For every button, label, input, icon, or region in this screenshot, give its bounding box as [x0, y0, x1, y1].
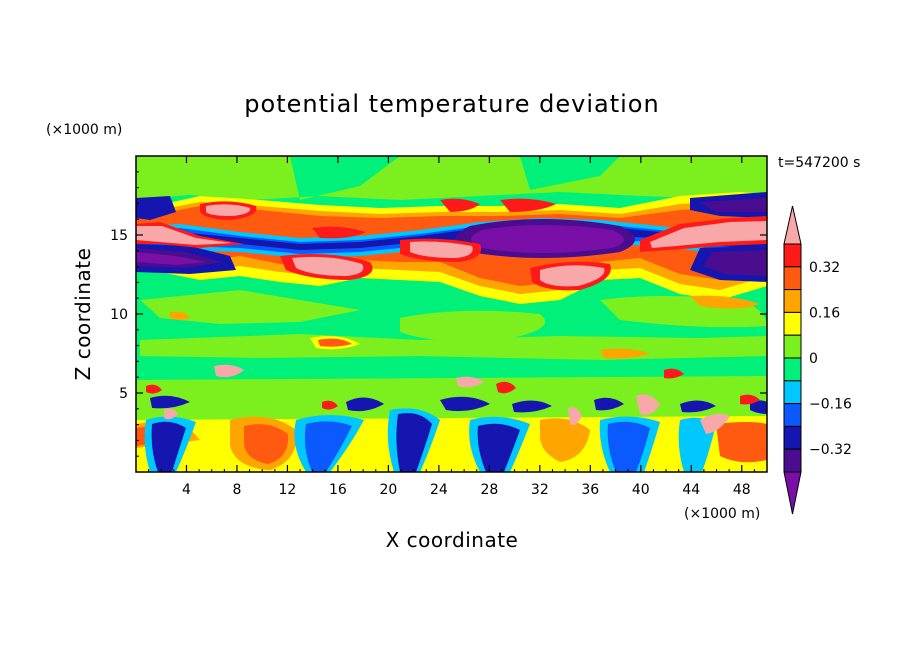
colorbar-box [783, 266, 802, 291]
contour-band [496, 381, 516, 394]
contour-band [456, 376, 484, 388]
x-tick-label: 24 [430, 482, 448, 498]
contour-band [440, 396, 490, 412]
chart-title: potential temperature deviation [244, 90, 659, 118]
contour-band [410, 241, 473, 258]
contour-band [170, 311, 190, 320]
contour-band [440, 198, 480, 212]
colorbar-box [783, 334, 802, 359]
contour-band [500, 198, 556, 212]
contour-band [607, 421, 650, 472]
y-tick-label: 5 [119, 386, 128, 402]
colorbar-box [783, 357, 802, 382]
contour-band [704, 250, 767, 276]
x-unit-label: (×1000 m) [684, 506, 760, 522]
colorbar-box [783, 311, 802, 336]
contour-band [322, 400, 338, 410]
contour-band [512, 400, 552, 413]
y-unit-label: (×1000 m) [46, 122, 122, 138]
x-tick-label: 32 [531, 482, 549, 498]
contour-band [594, 397, 624, 411]
x-tick-label: 40 [632, 482, 650, 498]
contour-band [680, 400, 716, 413]
x-tick-label: 16 [329, 482, 347, 498]
contour-band [636, 394, 660, 415]
colorbar-label: 0.32 [809, 260, 840, 276]
contour-band [151, 421, 186, 472]
x-tick-label: 20 [379, 482, 397, 498]
y-tick-label: 15 [110, 228, 128, 244]
contour-band [477, 423, 520, 472]
colorbar-label: −0.32 [809, 442, 852, 458]
contour-band [540, 265, 605, 287]
colorbar-box [783, 289, 802, 313]
contour-band [346, 397, 384, 412]
contour-band [312, 226, 366, 239]
contour-band [690, 295, 760, 309]
contour-band [664, 368, 684, 379]
contour-band [471, 225, 624, 253]
contour-band [600, 348, 650, 359]
contour-band [140, 290, 360, 324]
contour-band [650, 221, 767, 248]
contour-band [304, 421, 352, 472]
colorbar-extend-top [783, 205, 802, 245]
x-tick-label: 4 [182, 482, 191, 498]
y-axis-title: Z coordinate [71, 248, 95, 381]
x-tick-label: 12 [279, 482, 297, 498]
contour-band [136, 176, 240, 200]
x-tick-label: 44 [682, 482, 700, 498]
x-tick-label: 48 [733, 482, 751, 498]
contour-field [136, 156, 767, 472]
contour-band [136, 156, 767, 200]
y-axis-ticks: 5 10 15 [110, 171, 767, 457]
colorbar-box [783, 243, 802, 268]
contour-band [206, 204, 251, 216]
contour-band [568, 407, 582, 425]
x-tick-label: 28 [480, 482, 498, 498]
contour-band [214, 364, 244, 378]
contour-band [136, 196, 176, 220]
colorbar-box [783, 448, 802, 473]
colorbar-label: 0 [809, 351, 818, 367]
y-tick-label: 10 [110, 307, 128, 323]
colorbar-label: 0.16 [809, 305, 840, 321]
contour-band [740, 394, 760, 405]
contour-band [700, 413, 730, 434]
x-tick-label: 8 [232, 482, 241, 498]
contour-band [292, 256, 364, 276]
colorbar-extend-bottom [783, 471, 802, 515]
contour-band [540, 418, 590, 462]
contour-band [400, 310, 545, 341]
contour-band [700, 198, 767, 212]
colorbar-box [783, 380, 802, 405]
x-axis-ticks: 4 8 12 16 20 24 28 32 36 40 44 48 [148, 156, 755, 498]
contour-band [136, 252, 206, 265]
colorbar: 0.32 0.16 0 −0.16 −0.32 [783, 205, 852, 515]
contour-band [164, 408, 178, 420]
contour-band [150, 395, 190, 409]
contour-band [318, 338, 352, 347]
contour-band [750, 400, 767, 414]
x-axis-title: X coordinate [386, 528, 519, 552]
time-label: t=547200 s [778, 155, 860, 171]
colorbar-label: −0.16 [809, 397, 852, 413]
colorbar-box [783, 403, 802, 427]
x-tick-label: 36 [581, 482, 599, 498]
contour-band [716, 422, 767, 463]
contour-band [396, 413, 432, 472]
contour-band [136, 226, 232, 245]
contour-band [146, 384, 162, 394]
contour-band [244, 424, 289, 464]
colorbar-box [783, 425, 802, 450]
